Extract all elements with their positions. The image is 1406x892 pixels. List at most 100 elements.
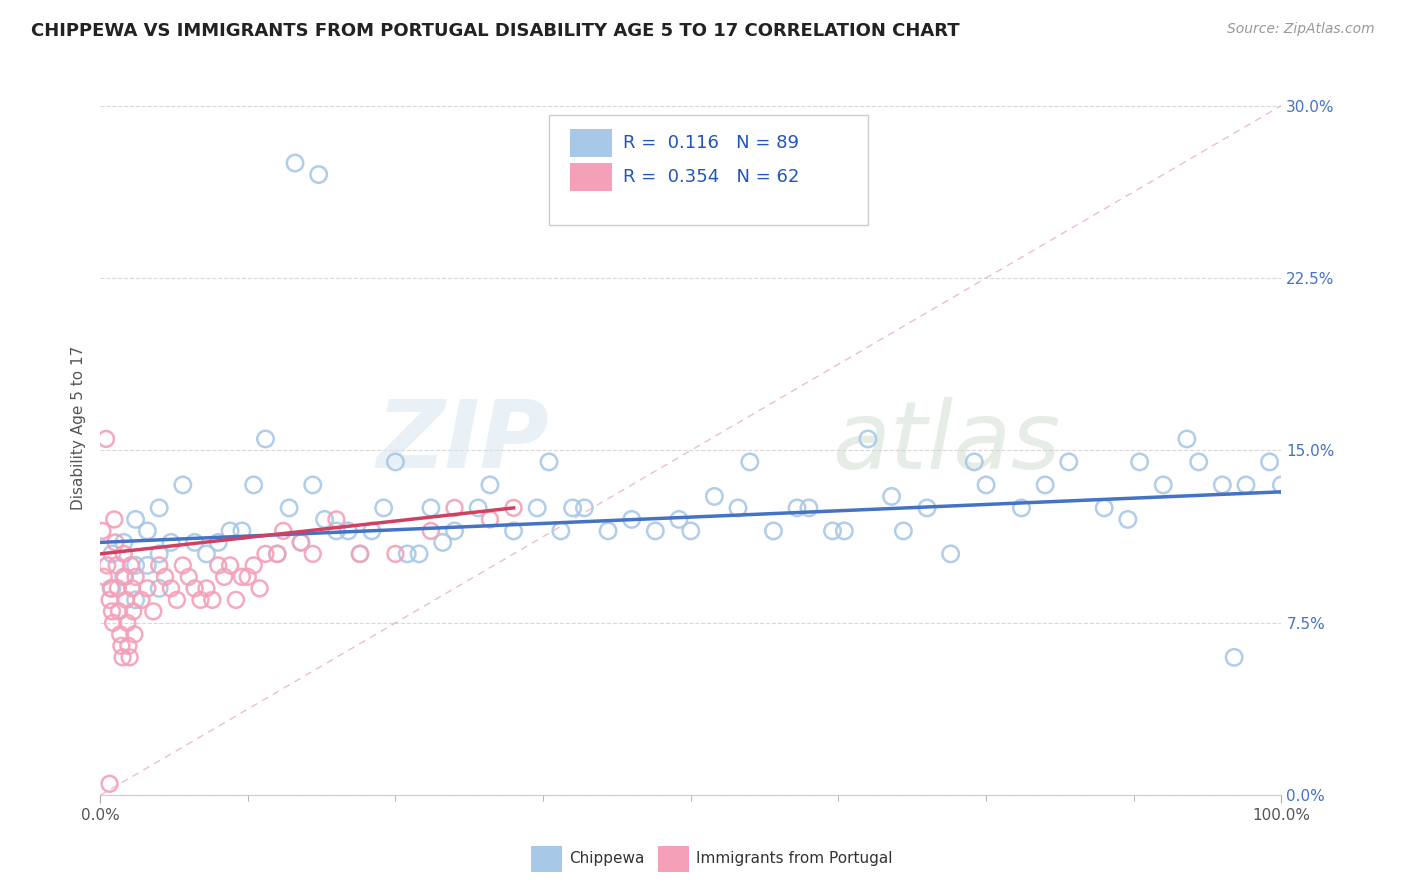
Point [880, 490, 903, 504]
Point [212, 570, 235, 584]
Text: atlas: atlas [832, 397, 1060, 488]
Point [821, 524, 844, 538]
Point [98, 777, 121, 791]
Point [314, 512, 336, 526]
Point [231, 570, 253, 584]
Point [219, 558, 242, 573]
Point [290, 535, 312, 549]
Point [1033, 478, 1056, 492]
Point [478, 478, 501, 492]
Point [1258, 455, 1281, 469]
Point [136, 558, 159, 573]
Point [574, 500, 596, 515]
Point [893, 524, 915, 538]
Point [124, 512, 146, 526]
Point [104, 535, 127, 549]
Point [301, 478, 323, 492]
Point [172, 478, 194, 492]
Point [290, 535, 312, 549]
Point [349, 547, 371, 561]
Point [1175, 432, 1198, 446]
Point [115, 592, 138, 607]
Point [561, 500, 583, 515]
Point [254, 547, 277, 561]
Point [142, 604, 165, 618]
Point [502, 524, 524, 538]
Point [148, 547, 170, 561]
FancyBboxPatch shape [548, 115, 868, 225]
Point [190, 592, 212, 607]
Point [915, 500, 938, 515]
Point [112, 535, 135, 549]
Point [136, 524, 159, 538]
Point [242, 478, 264, 492]
Point [266, 547, 288, 561]
Point [762, 524, 785, 538]
Point [1188, 455, 1211, 469]
Point [94, 432, 117, 446]
Point [738, 455, 761, 469]
Point [963, 455, 986, 469]
Point [98, 592, 121, 607]
Point [301, 547, 323, 561]
Point [236, 570, 259, 584]
Point [166, 592, 188, 607]
Point [124, 592, 146, 607]
Point [278, 500, 301, 515]
Point [124, 627, 146, 641]
Point [160, 535, 183, 549]
Point [195, 547, 218, 561]
Point [110, 639, 132, 653]
Point [502, 500, 524, 515]
Point [668, 512, 690, 526]
Point [148, 500, 170, 515]
FancyBboxPatch shape [571, 128, 612, 157]
Point [834, 524, 856, 538]
Point [148, 558, 170, 573]
Point [122, 604, 145, 618]
Point [183, 582, 205, 596]
Point [91, 524, 114, 538]
Point [939, 547, 962, 561]
Text: CHIPPEWA VS IMMIGRANTS FROM PORTUGAL DISABILITY AGE 5 TO 17 CORRELATION CHART: CHIPPEWA VS IMMIGRANTS FROM PORTUGAL DIS… [31, 22, 959, 40]
Point [478, 512, 501, 526]
Point [136, 582, 159, 596]
Point [797, 500, 820, 515]
Point [103, 512, 125, 526]
Point [679, 524, 702, 538]
Text: R =  0.116   N = 89: R = 0.116 N = 89 [623, 134, 800, 152]
Point [1116, 512, 1139, 526]
Point [786, 500, 808, 515]
Point [325, 524, 347, 538]
Point [620, 512, 643, 526]
Point [108, 604, 131, 618]
Point [195, 582, 218, 596]
Text: R =  0.354   N = 62: R = 0.354 N = 62 [623, 168, 800, 186]
Point [177, 570, 200, 584]
Point [101, 547, 124, 561]
Point [467, 500, 489, 515]
Text: ZIP: ZIP [377, 396, 548, 488]
Point [96, 558, 118, 573]
Text: Chippewa: Chippewa [569, 852, 645, 866]
FancyBboxPatch shape [571, 162, 612, 191]
Point [1152, 478, 1174, 492]
Point [231, 524, 253, 538]
Point [107, 582, 129, 596]
Point [432, 535, 454, 549]
Point [1011, 500, 1033, 515]
Text: Source: ZipAtlas.com: Source: ZipAtlas.com [1227, 22, 1375, 37]
Point [101, 582, 124, 596]
Point [207, 558, 229, 573]
Point [242, 558, 264, 573]
Point [131, 592, 153, 607]
Point [360, 524, 382, 538]
Point [118, 650, 141, 665]
Point [124, 570, 146, 584]
Point [727, 500, 749, 515]
Point [443, 500, 465, 515]
Point [271, 524, 294, 538]
Point [249, 582, 271, 596]
Point [266, 547, 288, 561]
Point [856, 432, 879, 446]
